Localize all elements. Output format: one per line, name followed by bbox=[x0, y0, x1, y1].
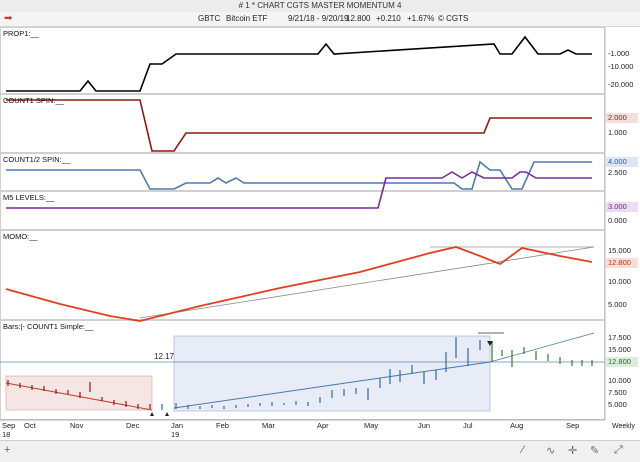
count12spin-tick: 2.500 bbox=[608, 168, 627, 177]
month-label: Jul bbox=[463, 421, 473, 430]
bars-tick-2: 15.000 bbox=[608, 345, 631, 354]
price-change: +0.210 bbox=[376, 14, 401, 23]
copyright: © CGTS bbox=[438, 14, 469, 23]
m5levels-value: 3.000 bbox=[606, 202, 638, 212]
count1spin-line bbox=[6, 99, 592, 152]
momo-trendline bbox=[139, 246, 595, 319]
bars-label: Bars:|- COUNT1 Simple:__ bbox=[3, 322, 94, 331]
instrument-name: Bitcoin ETF bbox=[226, 14, 268, 23]
momo-line bbox=[5, 246, 593, 322]
month-label: Dec bbox=[126, 421, 140, 430]
bars-group bbox=[7, 337, 593, 410]
month-label: Nov bbox=[70, 421, 84, 430]
draw-tool-icon[interactable]: ✎ bbox=[590, 445, 600, 457]
expand-icon[interactable]: ⤢ bbox=[614, 444, 623, 456]
month-label: Mar bbox=[262, 421, 275, 430]
bars-tick-5: 5.000 bbox=[608, 400, 627, 409]
bars-tick-1: 17.500 bbox=[608, 333, 631, 342]
month-label: May bbox=[364, 421, 379, 430]
crosshair-icon[interactable]: ✛ bbox=[568, 445, 578, 457]
momo-value: 12.800 bbox=[606, 258, 638, 268]
m5levels-line bbox=[6, 171, 592, 209]
m5levels-tick: 0.000 bbox=[608, 216, 627, 225]
month-label: Sep bbox=[2, 421, 16, 430]
last-price: 12.800 bbox=[346, 14, 371, 23]
bars-level-label: 12.17 bbox=[154, 352, 175, 361]
month-label: Feb bbox=[216, 421, 229, 430]
bars-tick-3: 10.000 bbox=[608, 376, 631, 385]
prop1-tick-3: -20.000 bbox=[608, 80, 634, 89]
count1spin-value: 2.000 bbox=[606, 113, 638, 123]
month-label: Aug bbox=[510, 421, 524, 430]
prop1-tick-2: -10.000 bbox=[608, 62, 634, 71]
bottom-toolbar: + ⁄ ∿ ✛ ✎ ⤢ bbox=[0, 440, 640, 462]
price-change-pct: +1.67% bbox=[407, 14, 435, 23]
count1spin-label: COUNT1 SPIN:__ bbox=[3, 96, 64, 105]
symbol: GBTC bbox=[198, 14, 221, 23]
bars-tick-4: 7.500 bbox=[608, 388, 627, 397]
line-tool-icon[interactable]: ⁄ bbox=[522, 444, 524, 456]
bars-red-box bbox=[5, 375, 153, 411]
trend-tool-icon[interactable]: ∿ bbox=[546, 445, 556, 457]
chart-header: ➡ GBTC Bitcoin ETF 9/21/18 - 9/20/19 12.… bbox=[0, 12, 640, 27]
bars-blue-box bbox=[173, 335, 491, 412]
year-label: 18 bbox=[2, 430, 11, 439]
prop1-tick-1: -1.000 bbox=[608, 49, 630, 58]
year-label: 19 bbox=[171, 430, 180, 439]
count1spin-tick: 1.000 bbox=[608, 128, 627, 137]
bars-red-trend bbox=[5, 382, 153, 411]
momo-tick-3: 5.000 bbox=[608, 300, 627, 309]
bars-value: 12.800 bbox=[606, 357, 638, 367]
momo-tick-1: 15.000 bbox=[608, 246, 631, 255]
period-label[interactable]: Weekly bbox=[612, 423, 635, 430]
month-label: Sep bbox=[566, 421, 580, 430]
count12spin-line bbox=[6, 160, 592, 190]
add-icon[interactable]: + bbox=[4, 444, 11, 456]
month-label: Jun bbox=[418, 421, 431, 430]
month-label: Jan bbox=[171, 421, 184, 430]
month-label: Apr bbox=[317, 421, 329, 430]
momo-label: MOMO:__ bbox=[3, 232, 38, 241]
prop1-line bbox=[6, 35, 592, 92]
m5levels-label: M5 LEVELS:__ bbox=[3, 193, 55, 202]
date-range: 9/21/18 - 9/20/19 bbox=[288, 14, 349, 23]
back-arrow-icon[interactable]: ➡ bbox=[4, 13, 13, 24]
bars-right-trend bbox=[489, 332, 595, 363]
count12spin-label: COUNT1/2 SPIN:__ bbox=[3, 155, 71, 164]
count12spin-value: 4.000 bbox=[606, 157, 638, 167]
bars-blue-trend bbox=[173, 361, 491, 409]
prop1-label: PROP1:__ bbox=[3, 29, 39, 38]
signal-arrows bbox=[150, 341, 493, 416]
momo-tick-2: 10.000 bbox=[608, 277, 631, 286]
month-label: Oct bbox=[24, 421, 36, 430]
